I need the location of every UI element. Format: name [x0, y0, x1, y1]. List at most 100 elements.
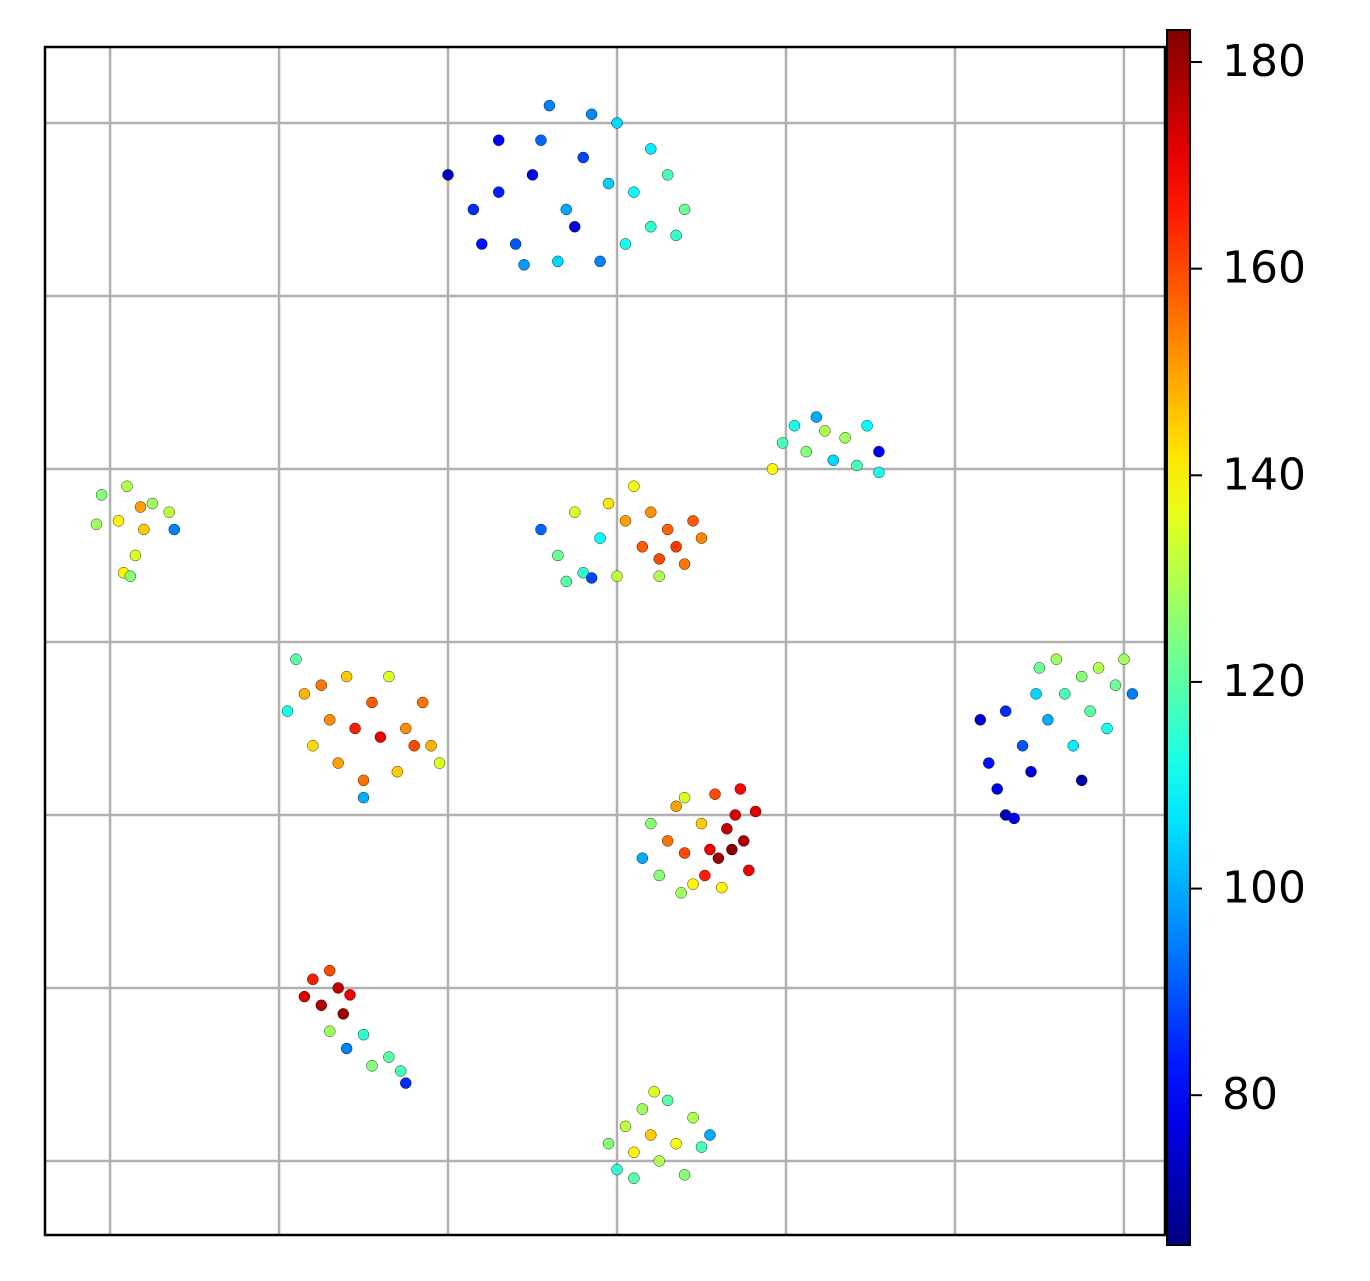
point	[324, 714, 336, 726]
point	[357, 791, 370, 804]
point	[611, 570, 623, 582]
point	[670, 229, 682, 242]
point	[1042, 714, 1054, 726]
point	[1059, 688, 1071, 700]
point	[619, 515, 632, 527]
colorbar-tick-label: 100	[1222, 863, 1306, 914]
point	[526, 169, 539, 181]
points	[90, 99, 1139, 1184]
point	[645, 221, 657, 233]
point	[602, 1137, 615, 1150]
point	[1084, 705, 1096, 717]
point	[619, 1120, 632, 1133]
point	[400, 1077, 412, 1089]
point	[357, 774, 370, 787]
point	[819, 425, 831, 437]
point	[645, 143, 657, 155]
point	[585, 108, 598, 120]
colorbar	[1166, 29, 1191, 1246]
point	[552, 549, 564, 562]
point	[734, 783, 747, 795]
point	[602, 497, 615, 510]
point	[678, 1169, 691, 1181]
point	[704, 1129, 716, 1141]
point	[648, 1086, 660, 1098]
point	[1092, 662, 1105, 674]
point	[337, 1008, 349, 1020]
point	[344, 989, 356, 1001]
point	[383, 670, 395, 683]
point	[678, 847, 691, 859]
point	[585, 572, 598, 584]
point	[366, 1060, 378, 1072]
point	[839, 432, 851, 444]
point	[628, 1146, 640, 1159]
point	[467, 203, 480, 216]
point	[851, 459, 863, 472]
plot-frame	[43, 45, 1167, 1237]
point	[800, 445, 812, 458]
point	[602, 177, 615, 190]
point	[281, 705, 294, 717]
point	[366, 696, 378, 709]
point	[577, 567, 589, 579]
point	[340, 1042, 353, 1055]
point	[391, 766, 404, 778]
point	[332, 757, 344, 769]
point	[324, 964, 336, 977]
point	[661, 1094, 674, 1107]
point	[738, 835, 750, 847]
point	[712, 852, 725, 864]
point	[670, 1137, 682, 1150]
point	[628, 480, 640, 492]
point	[687, 1112, 699, 1124]
point	[315, 679, 327, 691]
point	[349, 722, 361, 735]
point	[661, 523, 674, 536]
point	[442, 169, 454, 181]
point	[560, 203, 573, 216]
point	[1016, 740, 1029, 752]
point	[983, 757, 995, 769]
point	[645, 506, 657, 518]
point	[535, 134, 547, 146]
point	[383, 1051, 395, 1063]
point	[636, 541, 649, 553]
point	[298, 688, 311, 700]
point	[670, 541, 682, 553]
point	[653, 553, 665, 565]
point	[687, 878, 699, 890]
point	[653, 570, 665, 582]
point	[493, 186, 505, 198]
grid	[45, 47, 1165, 1235]
point	[661, 169, 674, 181]
point	[324, 1025, 336, 1037]
point	[1033, 662, 1046, 674]
point	[619, 238, 632, 250]
point	[678, 791, 691, 804]
point	[766, 463, 779, 475]
point	[999, 705, 1012, 717]
point	[1075, 774, 1088, 787]
point	[425, 740, 437, 752]
point	[653, 1155, 665, 1167]
point	[552, 255, 564, 268]
point	[699, 869, 711, 882]
point	[569, 506, 581, 518]
point	[1025, 766, 1037, 778]
point	[645, 1129, 657, 1141]
point	[290, 653, 302, 665]
point	[543, 99, 556, 112]
point	[729, 809, 741, 821]
point	[788, 419, 801, 432]
point	[1126, 688, 1139, 700]
point	[535, 523, 547, 536]
point	[991, 783, 1003, 795]
colorbar-axis: 80 100 120 140 160 180	[1190, 36, 1306, 1120]
point	[716, 881, 728, 894]
point	[1075, 670, 1088, 683]
point	[168, 523, 180, 536]
point	[395, 1065, 407, 1077]
point	[695, 817, 708, 830]
